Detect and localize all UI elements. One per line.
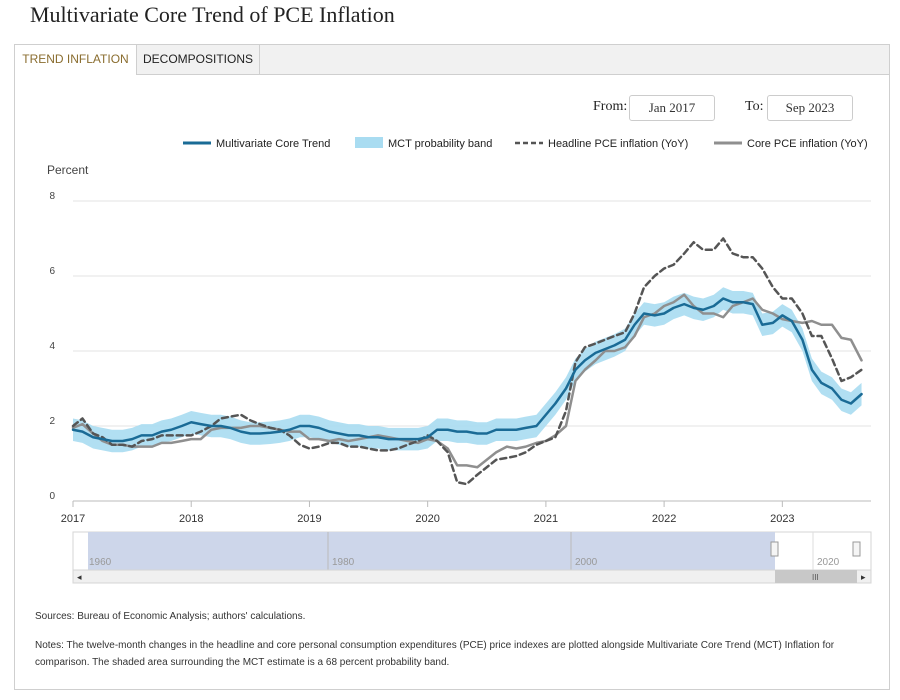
y-tick-label: 6 <box>49 266 55 277</box>
notes-text: Notes: The twelve-month changes in the h… <box>35 640 835 668</box>
navigator-label: 2000 <box>575 557 598 568</box>
page-title: Multivariate Core Trend of PCE Inflation <box>30 2 395 27</box>
headline-pce-line <box>71 237 863 486</box>
navigator-scrollbar-track[interactable] <box>72 569 872 584</box>
series-layer <box>71 237 863 486</box>
tab-trend-inflation[interactable]: TREND INFLATION <box>15 45 137 75</box>
mct-probability-band <box>73 287 862 453</box>
x-tick-label: 2017 <box>61 513 85 525</box>
to-label: To: <box>745 99 764 114</box>
navigator-label: 2020 <box>817 557 840 568</box>
navigator-label: 1960 <box>89 557 112 568</box>
legend-band-swatch <box>355 137 383 148</box>
y-tick-label: 2 <box>49 416 55 427</box>
x-tick-label: 2022 <box>652 513 676 525</box>
scroll-grip-icon[interactable]: III <box>812 573 819 582</box>
sources-note: Sources: Bureau of Economic Analysis; au… <box>35 611 306 622</box>
navigator-label: 1980 <box>332 557 355 568</box>
legend-band-label[interactable]: MCT probability band <box>388 138 492 150</box>
band-layer <box>73 287 862 453</box>
navigator[interactable]: 1960 1980 2000 2020 ◂ ▸ III <box>72 531 872 584</box>
chart-panel: TREND INFLATION DECOMPOSITIONS From: Jan… <box>14 44 890 690</box>
navigator-scrollbar-thumb[interactable] <box>775 570 857 583</box>
mct-line <box>71 297 863 443</box>
x-axis-ticks: 2017 2018 2019 2020 2021 2022 2023 <box>61 501 795 525</box>
navigator-left-handle[interactable] <box>770 541 779 557</box>
y-tick-label: 0 <box>49 491 55 502</box>
tab-decompositions[interactable]: DECOMPOSITIONS <box>137 45 260 74</box>
x-tick-label: 2018 <box>179 513 203 525</box>
x-tick-label: 2019 <box>297 513 321 525</box>
from-label: From: <box>593 99 628 114</box>
scroll-right-icon[interactable]: ▸ <box>861 573 866 583</box>
navigator-right-handle[interactable] <box>852 541 861 557</box>
tab-bar: TREND INFLATION DECOMPOSITIONS <box>15 45 889 75</box>
y-tick-label: 8 <box>49 191 55 202</box>
x-tick-label: 2021 <box>534 513 558 525</box>
navigator-selection[interactable] <box>88 532 775 570</box>
legend-core-label[interactable]: Core PCE inflation (YoY) <box>747 138 868 150</box>
core-pce-line <box>71 293 863 469</box>
chart-svg: Multivariate Core Trend MCT probability … <box>47 137 872 584</box>
x-tick-label: 2020 <box>415 513 439 525</box>
y-tick-label: 4 <box>49 341 55 352</box>
y-axis-title: Percent <box>47 163 89 177</box>
y-axis-ticks: 0 2 4 6 8 <box>49 191 55 502</box>
legend-headline-label[interactable]: Headline PCE inflation (YoY) <box>548 138 688 150</box>
x-tick-label: 2023 <box>770 513 794 525</box>
legend-mct-label[interactable]: Multivariate Core Trend <box>216 138 330 150</box>
from-date-input[interactable]: Jan 2017 <box>629 95 715 121</box>
legend: Multivariate Core Trend MCT probability … <box>183 137 868 150</box>
to-date-input[interactable]: Sep 2023 <box>767 95 853 121</box>
scroll-left-icon[interactable]: ◂ <box>77 573 82 583</box>
